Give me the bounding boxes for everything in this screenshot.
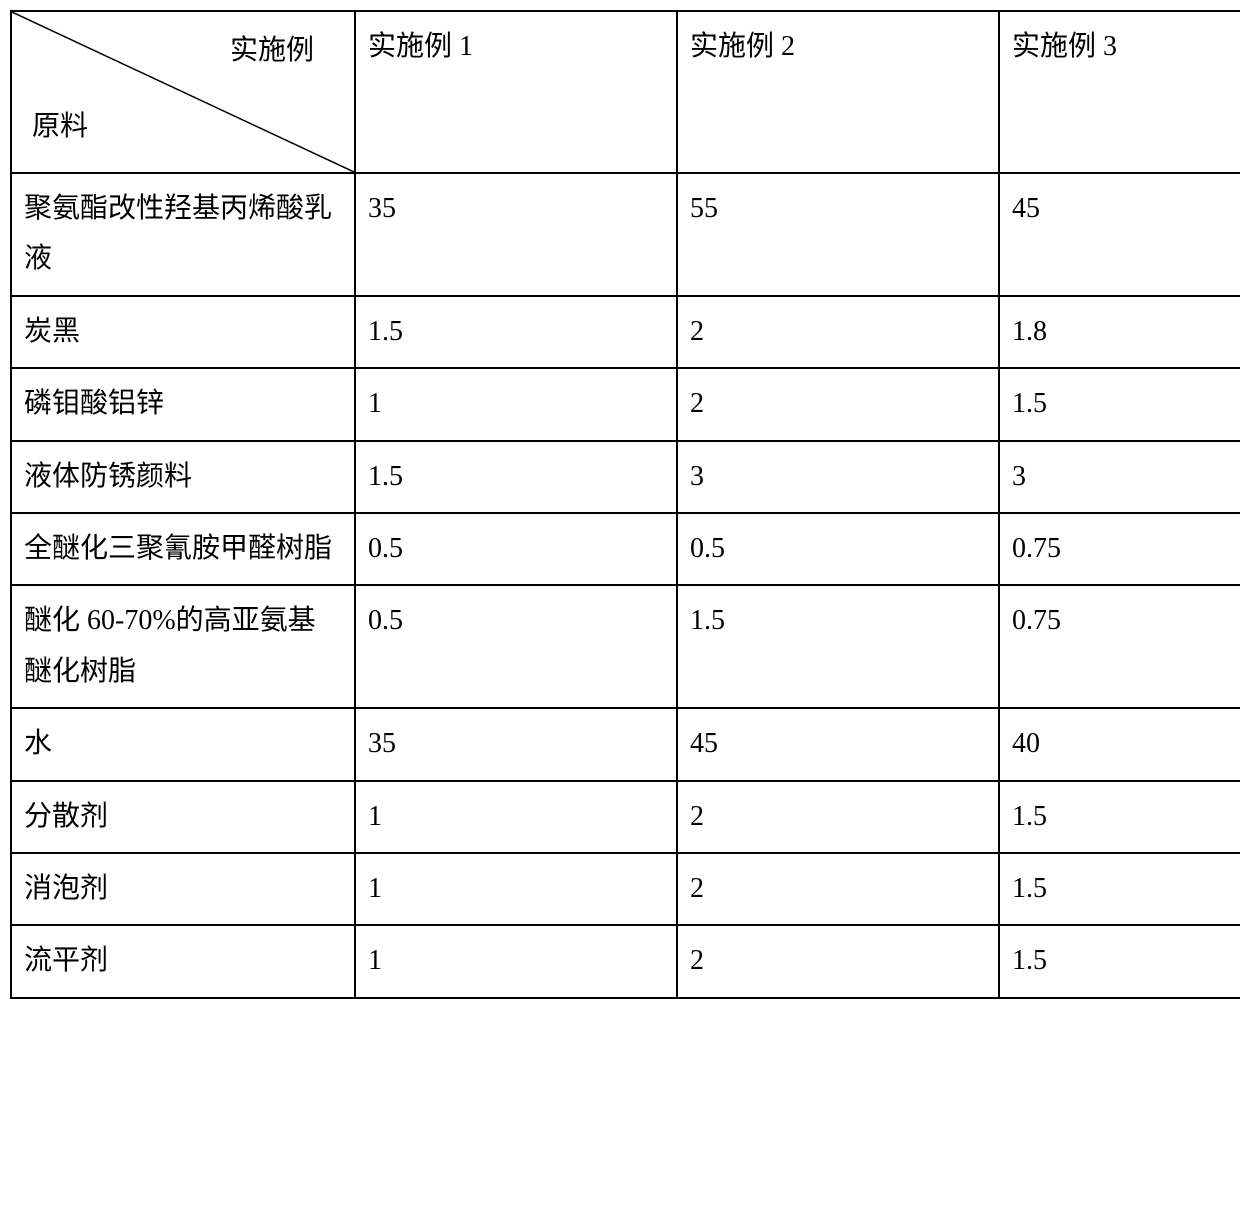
cell-value: 2 [677, 296, 999, 368]
diag-header-bottom: 原料 [32, 102, 88, 152]
table-row: 醚化 60-70%的高亚氨基醚化树脂 0.5 1.5 0.75 [11, 585, 1240, 708]
cell-value: 35 [355, 173, 677, 296]
cell-value: 0.75 [999, 585, 1240, 708]
row-label: 流平剂 [11, 925, 355, 997]
cell-value: 2 [677, 781, 999, 853]
cell-value: 1 [355, 853, 677, 925]
row-label: 磷钼酸铝锌 [11, 368, 355, 440]
cell-value: 2 [677, 925, 999, 997]
cell-value: 1.5 [355, 296, 677, 368]
cell-value: 1 [355, 781, 677, 853]
table-row: 水 35 45 40 [11, 708, 1240, 780]
cell-value: 0.5 [355, 513, 677, 585]
cell-value: 0.5 [355, 585, 677, 708]
cell-value: 1.5 [355, 441, 677, 513]
table-row: 消泡剂 1 2 1.5 [11, 853, 1240, 925]
cell-value: 1 [355, 368, 677, 440]
table-row: 液体防锈颜料 1.5 3 3 [11, 441, 1240, 513]
column-header: 实施例 2 [677, 11, 999, 173]
row-label: 水 [11, 708, 355, 780]
cell-value: 45 [999, 173, 1240, 296]
diag-header-top: 实施例 [230, 26, 314, 76]
cell-value: 1.5 [677, 585, 999, 708]
data-table: 实施例 原料 实施例 1 实施例 2 实施例 3 聚氨酯改性羟基丙烯酸乳液 35… [10, 10, 1240, 999]
row-label: 聚氨酯改性羟基丙烯酸乳液 [11, 173, 355, 296]
cell-value: 1.5 [999, 368, 1240, 440]
table-row: 流平剂 1 2 1.5 [11, 925, 1240, 997]
table-row: 磷钼酸铝锌 1 2 1.5 [11, 368, 1240, 440]
cell-value: 40 [999, 708, 1240, 780]
cell-value: 3 [677, 441, 999, 513]
cell-value: 1.5 [999, 781, 1240, 853]
cell-value: 0.5 [677, 513, 999, 585]
cell-value: 55 [677, 173, 999, 296]
diagonal-header-cell: 实施例 原料 [11, 11, 355, 173]
cell-value: 3 [999, 441, 1240, 513]
column-header: 实施例 1 [355, 11, 677, 173]
cell-value: 1.8 [999, 296, 1240, 368]
cell-value: 45 [677, 708, 999, 780]
row-label: 全醚化三聚氰胺甲醛树脂 [11, 513, 355, 585]
table-row: 炭黑 1.5 2 1.8 [11, 296, 1240, 368]
row-label: 液体防锈颜料 [11, 441, 355, 513]
column-header: 实施例 3 [999, 11, 1240, 173]
row-label: 炭黑 [11, 296, 355, 368]
header-row: 实施例 原料 实施例 1 实施例 2 实施例 3 [11, 11, 1240, 173]
cell-value: 1.5 [999, 925, 1240, 997]
cell-value: 2 [677, 368, 999, 440]
row-label: 分散剂 [11, 781, 355, 853]
table-row: 分散剂 1 2 1.5 [11, 781, 1240, 853]
table-row: 全醚化三聚氰胺甲醛树脂 0.5 0.5 0.75 [11, 513, 1240, 585]
table-row: 聚氨酯改性羟基丙烯酸乳液 35 55 45 [11, 173, 1240, 296]
row-label: 消泡剂 [11, 853, 355, 925]
cell-value: 1 [355, 925, 677, 997]
cell-value: 1.5 [999, 853, 1240, 925]
cell-value: 35 [355, 708, 677, 780]
cell-value: 2 [677, 853, 999, 925]
cell-value: 0.75 [999, 513, 1240, 585]
row-label: 醚化 60-70%的高亚氨基醚化树脂 [11, 585, 355, 708]
